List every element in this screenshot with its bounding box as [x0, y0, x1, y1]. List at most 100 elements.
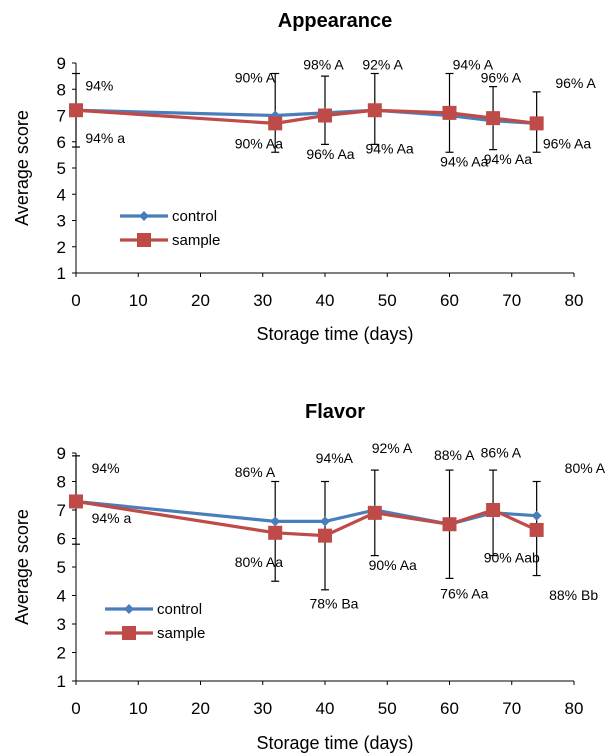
data-point-sample [529, 116, 544, 131]
y-tick-label: 2 [57, 238, 66, 257]
data-point-control [320, 516, 330, 527]
point-annotation: 90% Aab [484, 550, 540, 566]
x-tick-label: 10 [129, 699, 148, 718]
point-annotation: 94% a [85, 130, 125, 146]
point-annotation: 86% A [481, 444, 522, 460]
x-tick-label: 50 [378, 291, 397, 310]
series-line-control [75, 108, 537, 125]
chart-title: Appearance [278, 10, 393, 32]
point-annotation: 94% [92, 460, 120, 476]
legend-label-control: control [172, 208, 217, 225]
point-annotation: 96% Aa [543, 135, 591, 151]
x-tick-label: 40 [316, 699, 335, 718]
data-point-sample [69, 494, 83, 509]
data-point-control [270, 516, 281, 527]
x-tick-label: 30 [253, 291, 272, 310]
x-tick-label: 80 [565, 699, 584, 718]
point-annotation: 88% Bb [549, 587, 598, 603]
x-tick-label: 60 [440, 699, 459, 718]
series-line-sample [75, 499, 538, 538]
x-tick-label: 70 [502, 291, 521, 310]
y-tick-label: 8 [57, 473, 66, 492]
legend-marker-control [139, 211, 149, 221]
y-tick-label: 8 [57, 80, 66, 99]
point-annotation: 94% a [92, 510, 132, 526]
data-point-sample [442, 105, 457, 120]
point-annotation: 80% A [565, 460, 606, 476]
legend-marker-control [124, 604, 134, 614]
point-annotation: 80% Aa [235, 554, 283, 570]
x-axis-label: Storage time (days) [256, 324, 413, 344]
y-tick-label: 4 [57, 185, 66, 204]
y-tick-label: 3 [57, 212, 66, 231]
legend-marker-sample [137, 233, 151, 247]
y-axis-label: Average score [12, 509, 32, 625]
point-annotation: 76% Aa [440, 585, 488, 601]
point-annotation: 96% Aa [306, 146, 354, 162]
data-point-sample [442, 517, 457, 532]
data-point-sample [268, 116, 283, 131]
y-tick-label: 9 [57, 54, 66, 73]
legend-label-sample: sample [172, 232, 220, 249]
point-annotation: 92% A [362, 57, 403, 73]
y-tick-label: 9 [57, 444, 66, 463]
legend: control sample [120, 208, 220, 249]
x-tick-label: 0 [71, 699, 80, 718]
x-tick-label: 30 [253, 699, 272, 718]
x-tick-label: 50 [378, 699, 397, 718]
point-annotation: 96% A [481, 70, 522, 86]
data-point-sample [486, 503, 501, 517]
x-tick-label: 10 [129, 291, 148, 310]
point-annotation: 94%A [316, 450, 354, 466]
data-point-sample [268, 525, 283, 540]
data-point-sample [318, 528, 332, 543]
y-tick-label: 4 [57, 587, 66, 606]
chart-1: Flavor 1 2 3 4 5 6 7 8 9 0 10 20 30 40 50 60 70 80 Storage … [12, 401, 606, 753]
x-axis-label: Storage time (days) [256, 733, 413, 753]
point-annotation: 78% Ba [309, 595, 358, 611]
data-point-sample [318, 108, 332, 123]
y-tick-label: 3 [57, 615, 66, 634]
point-annotation: 86% A [235, 464, 276, 480]
point-annotation: 94% [85, 78, 113, 94]
legend-marker-sample [122, 626, 136, 640]
x-tick-label: 60 [440, 291, 459, 310]
data-point-sample [486, 111, 501, 126]
y-axis-label: Average score [12, 110, 32, 226]
y-tick-label: 5 [57, 159, 66, 178]
y-tick-label: 6 [57, 133, 66, 152]
point-annotation: 94% A [453, 57, 494, 73]
y-tick-label: 2 [57, 644, 66, 663]
x-tick-label: 40 [316, 291, 335, 310]
legend: control sample [105, 601, 205, 642]
y-tick-label: 6 [57, 530, 66, 549]
data-point-sample [367, 103, 382, 118]
y-tick-label: 7 [57, 107, 66, 126]
y-tick-label: 7 [57, 501, 66, 520]
legend-label-control: control [157, 601, 202, 618]
x-tick-label: 0 [71, 291, 80, 310]
point-annotation: 90% Aa [235, 135, 283, 151]
x-tick-label: 20 [191, 699, 210, 718]
point-annotation: 88% A [434, 447, 475, 463]
point-annotation: 96% A [555, 75, 596, 91]
point-annotation: 98% A [303, 57, 344, 73]
data-point-control [531, 510, 542, 521]
chart-0: Appearance 1 2 3 4 5 6 7 8 9 0 10 20 30 40 50 60 70 80 Stor… [12, 10, 596, 344]
data-point-sample [529, 522, 544, 537]
point-annotation: 94% Aa [440, 154, 488, 170]
point-annotation: 94% Aa [484, 151, 532, 167]
y-tick-label: 1 [57, 264, 66, 283]
x-tick-label: 70 [502, 699, 521, 718]
point-annotation: 90% Aa [369, 557, 417, 573]
x-tick-label: 20 [191, 291, 210, 310]
point-annotation: 90% A [235, 70, 276, 86]
chart-title: Flavor [305, 401, 365, 423]
x-tick-label: 80 [565, 291, 584, 310]
point-annotation: 94% Aa [365, 141, 413, 157]
point-annotation: 92% A [372, 440, 413, 456]
y-tick-label: 5 [57, 558, 66, 577]
data-point-sample [367, 505, 382, 520]
